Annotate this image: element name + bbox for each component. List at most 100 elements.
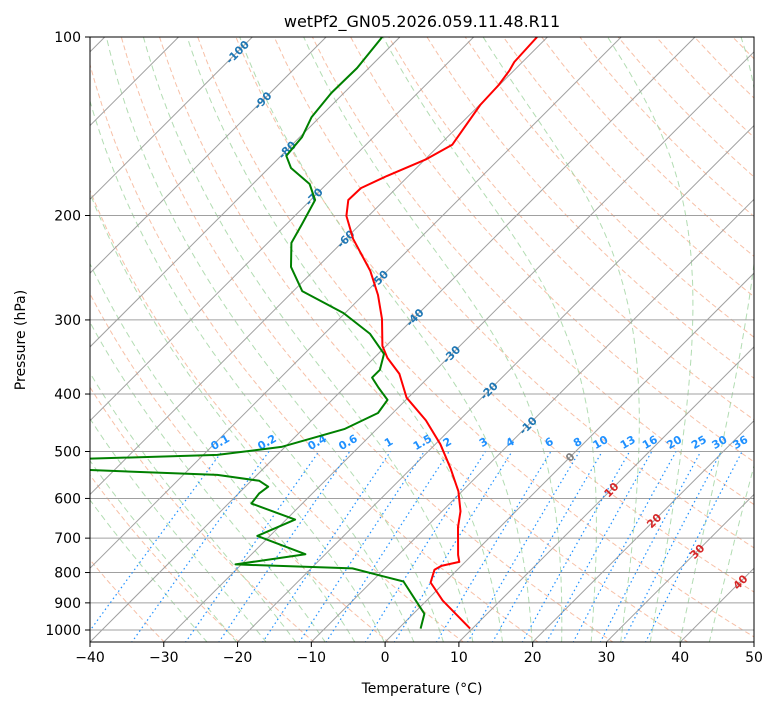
y-tick-label: 300 xyxy=(54,313,81,329)
moist-adiabat-line xyxy=(90,321,326,642)
mixing-ratio-line xyxy=(364,451,486,642)
dry-adiabat-line xyxy=(273,37,754,549)
mixing-ratio-line xyxy=(298,451,425,642)
dry-adiabat-line xyxy=(90,189,465,642)
dry-adiabat-line xyxy=(655,37,754,139)
x-tick-label: 50 xyxy=(745,650,763,666)
mixing-ratio-label: 13 xyxy=(618,433,638,452)
mixing-ratio-label: 30 xyxy=(710,433,730,452)
mixing-ratio-label: 6 xyxy=(543,435,556,450)
moist-adiabat-line xyxy=(303,37,563,642)
dry-adiabat-line xyxy=(90,558,165,642)
mixing-ratio-label: 10 xyxy=(591,433,611,452)
moist-adiabat-line xyxy=(90,262,356,642)
y-tick-label: 100 xyxy=(54,30,81,46)
y-tick-label: 700 xyxy=(54,531,81,547)
mixing-ratio-label: 20 xyxy=(664,433,684,452)
moist-adiabat-line xyxy=(90,372,297,642)
moist-adiabat-line xyxy=(90,459,238,642)
dry-adiabat-line xyxy=(90,292,390,642)
y-tick-label: 400 xyxy=(54,387,81,403)
moist-adiabat-line xyxy=(186,37,504,642)
isotherm-line xyxy=(90,37,327,274)
mixing-ratio-label: 3 xyxy=(477,435,490,450)
y-tick-label: 500 xyxy=(54,444,81,460)
moist-adiabat-line xyxy=(105,37,444,642)
dry-adiabat-line xyxy=(90,386,315,642)
chart-title: wetPf2_GN05.2026.059.11.48.R11 xyxy=(284,12,560,32)
isotherm-line xyxy=(90,37,622,569)
mixing-ratio-line xyxy=(467,451,581,642)
dry-adiabat-line xyxy=(350,37,754,463)
dry-adiabat-line xyxy=(426,37,754,379)
x-tick-label: −20 xyxy=(223,650,253,666)
y-tick-label: 1000 xyxy=(45,623,81,639)
mixing-ratio-line xyxy=(599,451,702,642)
dry-adiabat-line xyxy=(90,474,240,642)
y-tick-label: 900 xyxy=(54,596,81,612)
dry-adiabat-line xyxy=(464,37,754,338)
mixing-ratio-line xyxy=(325,451,450,642)
isotherm-line xyxy=(310,198,754,642)
moist-adiabat-line xyxy=(679,37,754,642)
mixing-ratio-label: 36 xyxy=(730,433,750,452)
x-tick-label: 0 xyxy=(381,650,390,666)
mixing-ratio-label: 8 xyxy=(571,435,584,450)
mixing-ratio-line xyxy=(436,451,552,642)
isotherm-line xyxy=(90,37,401,348)
mixing-ratio-line xyxy=(262,451,391,642)
dewpoint-trace xyxy=(90,37,426,629)
mixing-ratio-line xyxy=(521,451,631,642)
isotherm-label: -10 xyxy=(517,414,540,437)
background-lines xyxy=(90,37,754,642)
isotherm-line xyxy=(90,37,475,422)
moist-adiabat-line xyxy=(90,192,385,642)
isotherm-line xyxy=(163,51,754,642)
mixing-ratio-label: 1.5 xyxy=(411,432,434,453)
x-tick-label: 40 xyxy=(671,650,689,666)
moist-adiabat-line xyxy=(382,37,597,642)
x-tick-label: −40 xyxy=(75,650,105,666)
mixing-ratio-label: 25 xyxy=(689,433,709,452)
moist-adiabat-line xyxy=(90,499,208,642)
x-tick-label: 10 xyxy=(450,650,468,666)
moist-adiabat-line xyxy=(90,417,267,642)
isotherm-line xyxy=(90,37,696,642)
isotherm-line xyxy=(90,37,253,201)
mixing-ratio-label: 0.1 xyxy=(209,432,232,453)
x-tick-label: 20 xyxy=(524,650,542,666)
mixing-ratio-label: 16 xyxy=(640,433,660,452)
y-tick-label: 800 xyxy=(54,566,81,582)
moist-adiabat-line xyxy=(482,37,640,642)
isotherm-line xyxy=(384,272,754,642)
line-labels: 0.1 0.2 0.4 0.6 1 1.5 2 3 4 6 8 10 13 16 20 25 30 36-100-… xyxy=(209,38,751,593)
isotherm-line xyxy=(458,346,754,642)
moist-adiabat-line xyxy=(239,37,533,642)
y-tick-label: 600 xyxy=(54,491,81,507)
moist-adiabat-line xyxy=(708,464,754,642)
moist-adiabat-line xyxy=(142,37,474,642)
x-tick-label: −30 xyxy=(149,650,179,666)
mixing-ratio-line xyxy=(393,451,513,642)
isotherm-line xyxy=(605,493,754,642)
isotherm-line xyxy=(90,37,548,496)
mixing-ratio-line xyxy=(218,451,351,642)
profile-traces xyxy=(90,37,538,630)
moist-adiabat-line xyxy=(607,37,694,642)
isotherm-label: -100 xyxy=(223,38,252,67)
dry-adiabat-line xyxy=(90,62,539,642)
dry-adiabat-line xyxy=(159,37,689,642)
x-tick-label: −10 xyxy=(297,650,327,666)
x-tick-label: 30 xyxy=(598,650,616,666)
plot-frame xyxy=(89,36,755,643)
dry-adiabat-line xyxy=(120,37,614,642)
mixing-ratio-label: 1 xyxy=(382,435,395,450)
y-tick-label: 200 xyxy=(54,209,81,225)
x-axis-label: Temperature (°C) xyxy=(361,681,483,697)
isotherm-line xyxy=(531,419,754,642)
temperature-trace xyxy=(345,37,538,630)
isotherm-line xyxy=(753,641,754,642)
y-axis-label: Pressure (hPa) xyxy=(13,290,29,390)
